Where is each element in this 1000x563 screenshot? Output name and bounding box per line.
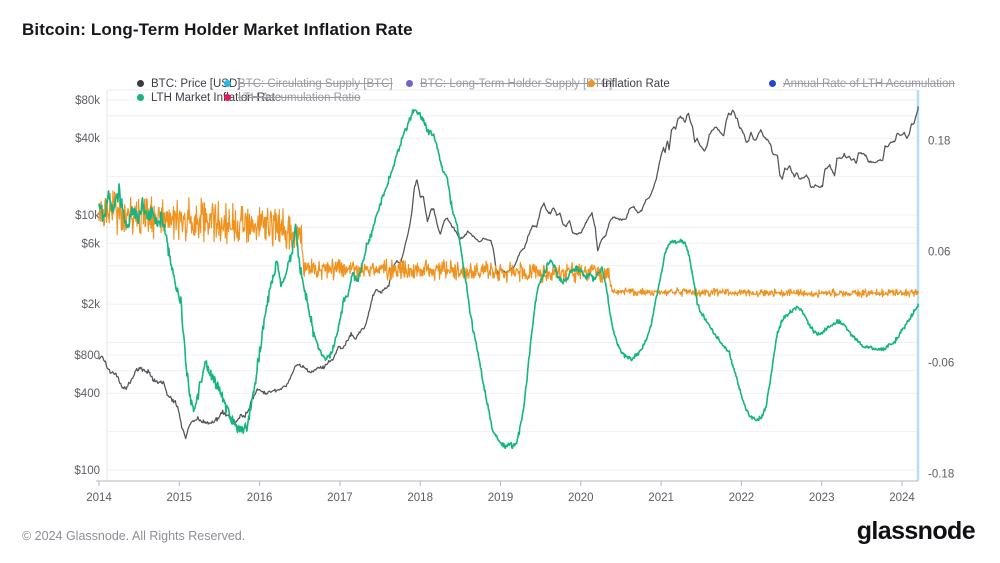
legend-item-circulating-supply[interactable]: BTC: Circulating Supply [BTC] [224,77,393,90]
x-axis-label: 2018 [407,492,433,504]
legend-label: Inflation Rate [602,77,670,90]
legend-item-inflation-rate[interactable]: Inflation Rate [588,77,670,90]
legend-item-lth-supply[interactable]: BTC: Long-Term Holder Supply [BTC] [406,77,612,90]
x-axis-label: 2022 [729,492,755,504]
y-axis-right-label: 0.18 [928,136,950,148]
x-axis-label: 2017 [327,492,353,504]
series-dot-icon [224,94,231,101]
y-axis-left-label: $40k [75,133,100,145]
series-dot-icon [588,80,595,87]
series-line-2 [98,109,919,450]
y-axis-left-label: $400 [74,388,100,400]
legend-item-annual-lth-accumulation[interactable]: Annual Rate of LTH Accumulation [769,77,955,90]
series-dot-icon [406,80,413,87]
x-axis-label: 2021 [648,492,674,504]
y-axis-right-label: 0.06 [928,247,950,259]
series-dot-icon [224,80,231,87]
x-axis-label: 2024 [889,492,915,504]
legend-label: Annual Rate of LTH Accumulation [783,77,955,90]
x-axis-label: 2019 [488,492,514,504]
series-dot-icon [137,94,144,101]
copyright-text: © 2024 Glassnode. All Rights Reserved. [22,529,246,543]
legend-label: LTH Market Inflation Rate [151,91,282,104]
page-title: Bitcoin: Long-Term Holder Market Inflati… [22,20,413,39]
y-axis-left-label: $80k [75,95,100,107]
y-axis-left-label: $800 [74,350,100,362]
series-line-0 [98,106,919,440]
y-axis-left-label: $10k [75,210,100,222]
legend-label: BTC: Long-Term Holder Supply [BTC] [420,77,613,90]
legend-item-lth-market-inflation-rate[interactable]: LTH Market Inflation Rate [137,91,281,104]
series-dot-icon [137,80,144,87]
y-axis-right-label: -0.18 [928,469,954,481]
legend-label: BTC: Circulating Supply [BTC] [238,77,393,90]
x-axis-label: 2020 [568,492,594,504]
y-axis-right-label: -0.06 [928,358,954,370]
series-dot-icon [769,80,776,87]
y-axis-left-label: $2k [81,299,100,311]
glassnode-wordmark: glassnode [856,517,976,545]
x-axis-label: 2015 [167,492,193,504]
legend-label: BTC: Price [USD] [151,77,241,90]
legend-item-lth-accumulation-ratio[interactable]: LTH Accumulation Ratio [224,91,361,104]
legend-label: LTH Accumulation Ratio [238,91,361,104]
legend-item-btc-price[interactable]: BTC: Price [USD] [137,77,240,90]
x-axis-label: 2014 [86,492,112,504]
x-axis-label: 2016 [247,492,273,504]
y-axis-left-label: $6k [81,238,100,250]
y-axis-left-label: $100 [74,465,100,477]
x-axis-label: 2023 [809,492,835,504]
series-line-1 [98,188,919,299]
